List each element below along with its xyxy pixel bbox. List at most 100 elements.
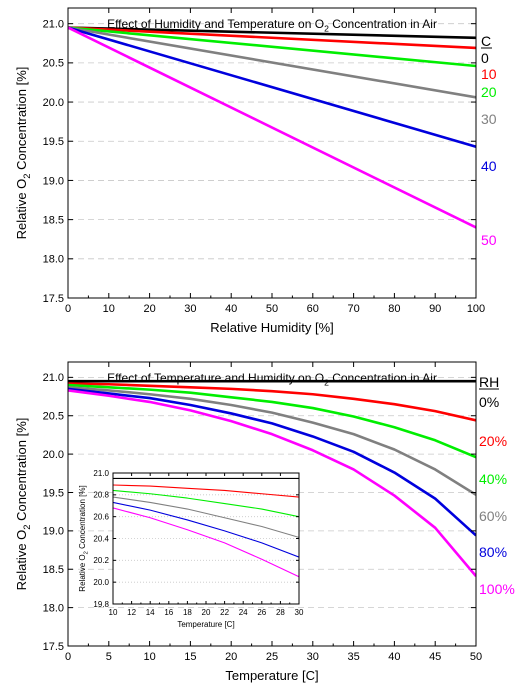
plot-area bbox=[68, 8, 476, 298]
y-tick-label: 18.0 bbox=[43, 602, 64, 614]
x-tick-label: 24 bbox=[239, 608, 248, 617]
y-axis-label: Relative O2 Concentration [%] bbox=[14, 418, 32, 591]
x-tick-label: 45 bbox=[429, 651, 441, 663]
x-tick-label: 5 bbox=[106, 651, 112, 663]
y-axis-label-main: Relative O bbox=[14, 530, 29, 591]
chart-title-tail: Concentration in Air bbox=[329, 371, 437, 385]
x-tick-label: 10 bbox=[103, 303, 115, 315]
y-tick-label: 19.0 bbox=[43, 526, 64, 538]
y-tick-label: 17.5 bbox=[43, 293, 64, 305]
x-tick-label: 26 bbox=[257, 608, 266, 617]
series-line-100pct bbox=[68, 389, 476, 577]
y-axis-label: Relative O2 Concentration [%] bbox=[14, 67, 32, 240]
x-tick-label: 20 bbox=[202, 608, 211, 617]
legend-label-20: 20 bbox=[481, 84, 497, 100]
chart-title: Effect of Humidity and Temperature on O2… bbox=[107, 17, 437, 34]
y-tick-label: 20.2 bbox=[93, 556, 109, 565]
legend-label-100pct: 100% bbox=[479, 581, 515, 597]
y-tick-label: 20.0 bbox=[43, 97, 64, 109]
series-line-1 bbox=[113, 484, 299, 498]
x-tick-label: 35 bbox=[347, 651, 359, 663]
series-line-3 bbox=[113, 496, 299, 538]
chart-title-main: Effect of Humidity and Temperature on O bbox=[107, 17, 324, 31]
x-tick-label: 40 bbox=[225, 303, 237, 315]
series-line-20pct bbox=[68, 382, 476, 422]
legend-label-40: 40 bbox=[481, 158, 497, 174]
y-tick-label: 20.8 bbox=[93, 491, 109, 500]
series-line-20 bbox=[68, 26, 476, 68]
x-axis-label: Relative Humidity [%] bbox=[210, 320, 334, 335]
x-tick-label: 40 bbox=[388, 651, 400, 663]
series-line-5 bbox=[113, 507, 299, 578]
y-tick-label: 18.5 bbox=[43, 214, 64, 226]
y-tick-label: 18.5 bbox=[43, 564, 64, 576]
y-tick-label: 20.5 bbox=[43, 58, 64, 70]
y-tick-label: 21.0 bbox=[43, 372, 64, 384]
y-axis-label-sub: 2 bbox=[83, 551, 89, 554]
x-tick-label: 20 bbox=[143, 303, 155, 315]
x-tick-label: 16 bbox=[164, 608, 173, 617]
y-axis-label-tail: Concentration [%] bbox=[78, 485, 87, 551]
series-line-40pct bbox=[68, 383, 476, 459]
chart-title: Effect of Temperature and Humidity on O2… bbox=[107, 371, 437, 388]
y-tick-label: 19.0 bbox=[43, 175, 64, 187]
x-tick-label: 50 bbox=[266, 303, 278, 315]
x-tick-label: 0 bbox=[65, 303, 71, 315]
x-tick-label: 25 bbox=[266, 651, 278, 663]
y-axis-label-sub: 2 bbox=[22, 174, 32, 179]
legend-label-0pct: 0% bbox=[479, 394, 499, 410]
legend-label-60pct: 60% bbox=[479, 508, 507, 524]
series-line-30 bbox=[68, 26, 476, 99]
chart-title-tail: Concentration in Air bbox=[329, 17, 437, 31]
legend-label-0: 0 bbox=[481, 50, 489, 66]
y-tick-label: 20.5 bbox=[43, 411, 64, 423]
x-tick-label: 100 bbox=[467, 303, 485, 315]
series-line-40 bbox=[68, 26, 476, 148]
x-tick-label: 22 bbox=[220, 608, 229, 617]
chart-title-sub: 2 bbox=[324, 24, 329, 34]
x-tick-label: 14 bbox=[146, 608, 155, 617]
series-line-4 bbox=[113, 501, 299, 558]
x-axis-label: Temperature [C] bbox=[177, 620, 234, 629]
legend-label-30: 30 bbox=[481, 111, 497, 127]
chart-title-sub: 2 bbox=[324, 378, 329, 388]
legend-label-80pct: 80% bbox=[479, 544, 507, 560]
x-tick-label: 50 bbox=[470, 651, 482, 663]
x-tick-label: 90 bbox=[429, 303, 441, 315]
y-axis-label-tail: Concentration [%] bbox=[14, 418, 29, 525]
y-tick-label: 21.0 bbox=[43, 19, 64, 31]
x-tick-label: 10 bbox=[143, 651, 155, 663]
y-axis-label-sub: 2 bbox=[22, 525, 32, 530]
y-axis-label-main: Relative O bbox=[78, 554, 87, 591]
x-tick-label: 0 bbox=[65, 651, 71, 663]
chart-inset: 10 12 14 16 18 20 22 24 26 28 30 19.8 20.0 20.2 20.4 20… bbox=[78, 469, 304, 629]
chart-title-main: Effect of Temperature and Humidity on O bbox=[107, 371, 324, 385]
legend-label-20pct: 20% bbox=[479, 433, 507, 449]
series-line-50 bbox=[68, 26, 476, 229]
x-tick-label: 30 bbox=[295, 608, 304, 617]
legend-title: C bbox=[481, 33, 491, 49]
y-tick-label: 20.4 bbox=[93, 534, 109, 543]
y-tick-label: 18.0 bbox=[43, 254, 64, 266]
series-line-80pct bbox=[68, 387, 476, 537]
x-tick-label: 18 bbox=[183, 608, 192, 617]
series-line-10 bbox=[68, 26, 476, 50]
x-tick-label: 30 bbox=[184, 303, 196, 315]
series-line-2 bbox=[113, 489, 299, 518]
x-tick-label: 80 bbox=[388, 303, 400, 315]
y-tick-label: 21.0 bbox=[93, 469, 109, 478]
y-tick-label: 20.0 bbox=[43, 449, 64, 461]
y-axis-label-tail: Concentration [%] bbox=[14, 67, 29, 174]
legend-label-50: 50 bbox=[481, 232, 497, 248]
legend-title: RH bbox=[479, 374, 499, 390]
y-tick-label: 19.5 bbox=[43, 136, 64, 148]
x-tick-label: 20 bbox=[225, 651, 237, 663]
chart-humidity: 0 10 20 30 40 50 60 70 80 90 10017.518.018.519.019… bbox=[14, 7, 497, 335]
y-tick-label: 20.6 bbox=[93, 512, 109, 521]
x-tick-label: 10 bbox=[109, 608, 118, 617]
legend-label-10: 10 bbox=[481, 66, 497, 82]
y-tick-label: 19.5 bbox=[43, 487, 64, 499]
x-tick-label: 15 bbox=[184, 651, 196, 663]
x-tick-label: 28 bbox=[276, 608, 285, 617]
